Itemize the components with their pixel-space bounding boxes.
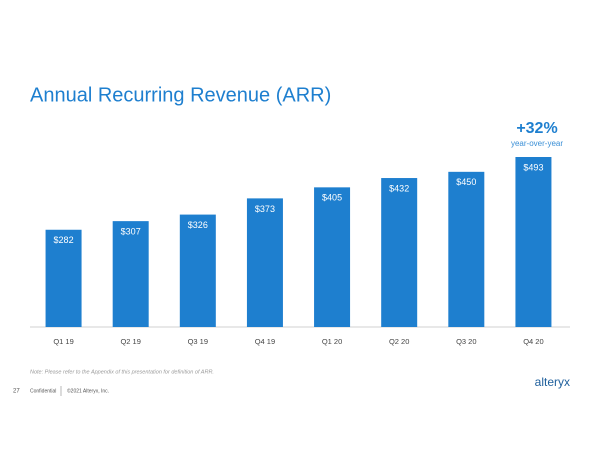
bar <box>45 229 82 327</box>
x-tick-label: Q3 20 <box>456 337 476 346</box>
x-tick-label: Q1 19 <box>53 337 73 346</box>
page-number: 27 <box>13 389 20 395</box>
chart-title: Annual Recurring Revenue (ARR) <box>30 84 331 106</box>
note: Note: Please refer to the Appendix of th… <box>30 369 214 375</box>
growth-subtitle: year-over-year <box>511 139 563 148</box>
x-tick-label: Q3 19 <box>188 337 208 346</box>
data-label: $307 <box>121 227 141 237</box>
bar <box>515 157 552 327</box>
bar <box>381 178 418 327</box>
growth-annotation: +32% <box>516 120 557 137</box>
bar <box>314 187 351 327</box>
data-label: $326 <box>188 220 208 230</box>
logo: alteryx <box>535 375 570 389</box>
data-label: $432 <box>389 183 409 193</box>
bar <box>246 198 283 327</box>
data-label: $373 <box>255 204 275 214</box>
x-tick-label: Q4 20 <box>523 337 543 346</box>
bar <box>448 171 485 327</box>
data-label: $282 <box>54 235 74 245</box>
x-tick-label: Q2 20 <box>389 337 409 346</box>
bar <box>112 221 149 327</box>
x-tick-label: Q2 19 <box>120 337 140 346</box>
x-tick-label: Q1 20 <box>322 337 342 346</box>
confidential: Confidential <box>30 388 56 394</box>
data-label: $450 <box>456 177 476 187</box>
data-label: $405 <box>322 193 342 203</box>
data-label: $493 <box>523 162 543 172</box>
copyright: ©2021 Alteryx, Inc. <box>67 387 109 394</box>
x-tick-label: Q4 19 <box>255 337 275 346</box>
bar <box>179 214 216 327</box>
